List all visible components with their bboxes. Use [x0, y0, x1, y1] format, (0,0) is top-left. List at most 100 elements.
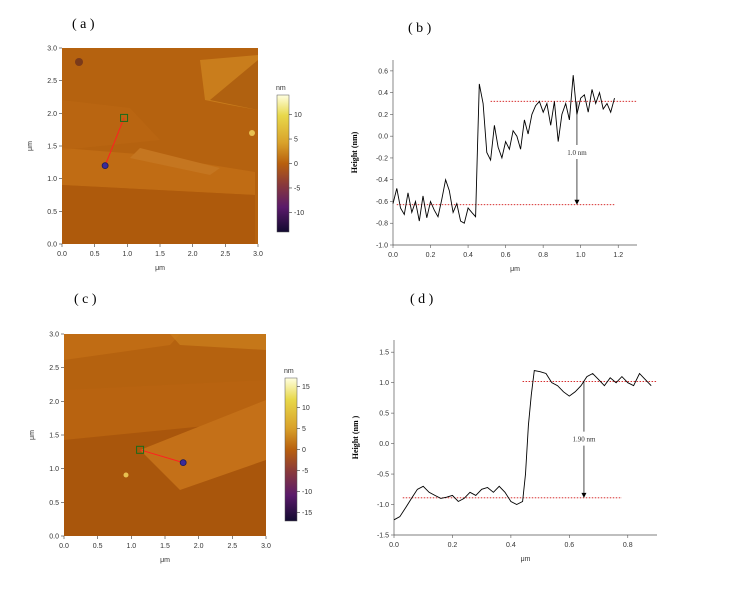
x-tick-label: 0.0: [57, 251, 67, 258]
x-tick-label: 0.5: [93, 543, 103, 550]
colorbar-tick-label: 0: [294, 161, 298, 168]
y-tick-label: 1.0: [49, 466, 59, 473]
x-tick-label: 2.0: [188, 251, 198, 258]
y-tick-label: -1.0: [377, 502, 389, 509]
afm-image-a: [62, 48, 258, 244]
afm-image-a-shadow-region: [210, 60, 258, 110]
x-tick-label: 0.6: [564, 542, 574, 549]
afm-image-a-profile-start-marker[interactable]: [101, 162, 109, 170]
height-profile-b: 0.0 0.2 0.4 0.6 0.8 1.0 1.2 0.6 0.4 0.2 0.0 -0.2 -0.…: [350, 60, 637, 273]
y-tick-label: -0.2: [376, 155, 388, 162]
afm-image-a-axes: 0.0 0.5 1.0 1.5 2.0 2.5 3.0 0.0 0.5 1.0 1.5 2.0 2.5 3…: [27, 46, 263, 273]
afm-image-c-profile-start-marker[interactable]: [136, 445, 145, 454]
x-tick-label: 0.0: [59, 543, 69, 550]
y-tick-label: 0.2: [378, 112, 388, 119]
x-tick-label: 0.8: [538, 252, 548, 259]
x-tick-label: 0.2: [448, 542, 458, 549]
y-tick-label: 2.5: [47, 78, 57, 85]
x-tick-label: 0.8: [623, 542, 633, 549]
y-tick-label: 1.0: [379, 380, 389, 387]
x-tick-label: 0.0: [389, 542, 399, 549]
y-tick-label: 0.5: [47, 209, 57, 216]
height-annotation: 1.0 nm: [567, 149, 587, 157]
x-tick-label: 2.0: [194, 543, 204, 550]
x-tick-label: 0.4: [506, 542, 516, 549]
x-tick-label: 0.2: [426, 252, 436, 259]
y-tick-label: 1.5: [49, 433, 59, 440]
x-tick-label: 1.0: [576, 252, 586, 259]
colorbar-tick-label: -10: [294, 210, 304, 217]
afm-image-c-terrace-top: [64, 334, 180, 360]
afm-image-c-step-region: [140, 400, 266, 490]
y-tick-label: 0.0: [47, 242, 57, 249]
y-tick-label: 0.5: [49, 500, 59, 507]
x-tick-label: 1.5: [160, 543, 170, 550]
x-tick-label: 2.5: [220, 251, 230, 258]
y-tick-label: 2.5: [49, 365, 59, 372]
panel-label-c: ( c ): [74, 292, 97, 307]
y-tick-label: 0.5: [379, 411, 389, 418]
x-tick-label: 1.2: [613, 252, 623, 259]
afm-image-a-profile-line: [104, 117, 125, 166]
x-tick-label: 0.5: [90, 251, 100, 258]
x-tick-label: 1.5: [155, 251, 165, 258]
colorbar-c: nm 15 10 5 0 -5 -10 -15: [284, 368, 312, 522]
colorbar-tick-label: 15: [302, 384, 310, 391]
y-tick-label: 2.0: [47, 111, 57, 118]
y-tick-label: -1.0: [376, 243, 388, 250]
y-tick-label: -0.8: [376, 221, 388, 228]
afm-image-c-axes: 0.0 0.5 1.0 1.5 2.0 2.5 3.0 0.0 0.5 1.0 1.5 2.0 2.5 3…: [29, 332, 271, 565]
y-axis-label: Height (nm ): [351, 415, 360, 459]
colorbar-tick-label: -10: [302, 489, 312, 496]
y-tick-label: 1.0: [47, 176, 57, 183]
colorbar-a-unit: nm: [276, 85, 286, 92]
x-tick-label: 0.4: [463, 252, 473, 259]
afm-image-a-terrace-mid: [62, 100, 160, 150]
colorbar-tick-label: 5: [294, 137, 298, 144]
x-axis-label: μm: [160, 557, 170, 564]
colorbar-c-gradient: [284, 377, 298, 522]
afm-image-a-step-edge: [130, 148, 220, 175]
y-tick-label: 0.0: [378, 134, 388, 141]
colorbar-c-unit: nm: [284, 368, 294, 375]
y-tick-label: 3.0: [49, 332, 59, 339]
x-tick-label: 3.0: [261, 543, 271, 550]
x-tick-label: 2.5: [227, 543, 237, 550]
series-line: [393, 369, 652, 521]
y-axis-label: μm: [27, 141, 34, 151]
height-profile-d: 0.0 0.2 0.4 0.6 0.8 1.5 1.0 0.5 0.0 -0.5 -1.0 -1.5 μ…: [351, 340, 657, 563]
y-tick-label: 2.0: [49, 399, 59, 406]
afm-image-c-profile-end-marker[interactable]: [179, 459, 187, 467]
height-annotation: 1.90 nm: [572, 436, 596, 444]
colorbar-tick-label: 10: [294, 112, 302, 119]
colorbar-a: nm 10 5 0 -5 -10: [276, 85, 304, 233]
y-tick-label: -0.6: [376, 199, 388, 206]
x-axis-label: μm: [510, 266, 520, 273]
x-tick-label: 1.0: [122, 251, 132, 258]
afm-image-a-profile-end-marker[interactable]: [120, 113, 129, 122]
y-tick-label: 0.6: [378, 68, 388, 75]
x-tick-label: 0.0: [388, 252, 398, 259]
height-arrow-head: [574, 199, 580, 205]
x-tick-label: 1.0: [126, 543, 136, 550]
y-tick-label: -0.4: [376, 177, 388, 184]
colorbar-c-ticks: 15 10 5 0 -5 -10 -15: [297, 384, 312, 517]
colorbar-a-ticks: 10 5 0 -5 -10: [289, 112, 304, 217]
afm-image-c: [64, 334, 266, 536]
panel-label-d: ( d ): [410, 292, 434, 307]
y-tick-label: 0.4: [378, 90, 388, 97]
height-arrow-head: [581, 492, 587, 498]
y-tick-label: -1.5: [377, 533, 389, 540]
y-tick-label: 0.0: [49, 534, 59, 541]
y-tick-label: 1.5: [379, 350, 389, 357]
colorbar-tick-label: -5: [302, 468, 308, 475]
panel-label-a: ( a ): [72, 17, 95, 32]
afm-image-a-terrace-lower: [62, 185, 255, 244]
afm-image-a-particle: [75, 58, 83, 66]
afm-image-c-particle: [123, 472, 129, 478]
y-tick-label: -0.5: [377, 472, 389, 479]
colorbar-tick-label: 0: [302, 447, 306, 454]
colorbar-tick-label: -5: [294, 185, 300, 192]
y-tick-label: 0.0: [379, 441, 389, 448]
